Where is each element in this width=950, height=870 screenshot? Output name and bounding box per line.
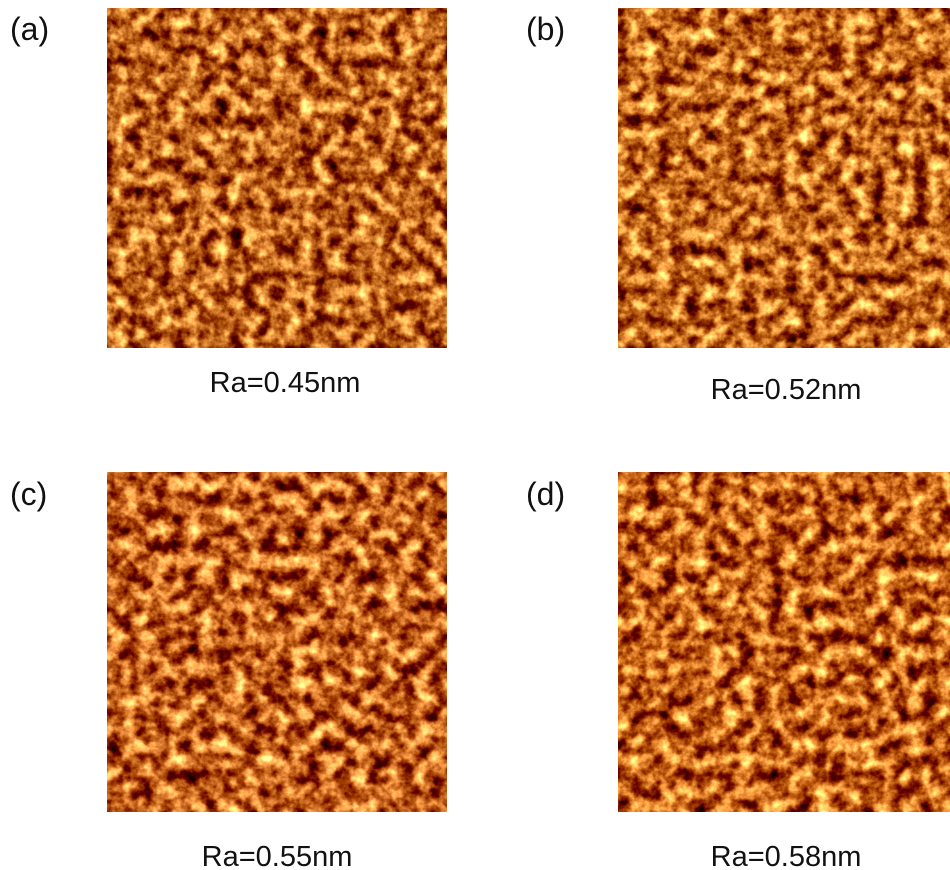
figure: (a) Ra=0.45nm (b) Ra=0.52nm (c) Ra=0.55n… [0, 0, 950, 870]
panel-label: (b) [526, 11, 565, 47]
afm-image [107, 8, 447, 348]
panel-caption: Ra=0.45nm [210, 367, 361, 399]
afm-image [618, 8, 950, 348]
panel-label: (d) [526, 476, 565, 512]
panel-caption: Ra=0.55nm [202, 841, 353, 870]
panel-label: (c) [10, 476, 47, 512]
afm-image [618, 472, 950, 812]
page: (a) Ra=0.45nm (b) Ra=0.52nm (c) Ra=0.55n… [0, 0, 950, 870]
afm-image [107, 472, 447, 812]
panel-label: (a) [10, 11, 49, 47]
panel-caption: Ra=0.58nm [711, 841, 862, 870]
panel-caption: Ra=0.52nm [711, 374, 862, 406]
